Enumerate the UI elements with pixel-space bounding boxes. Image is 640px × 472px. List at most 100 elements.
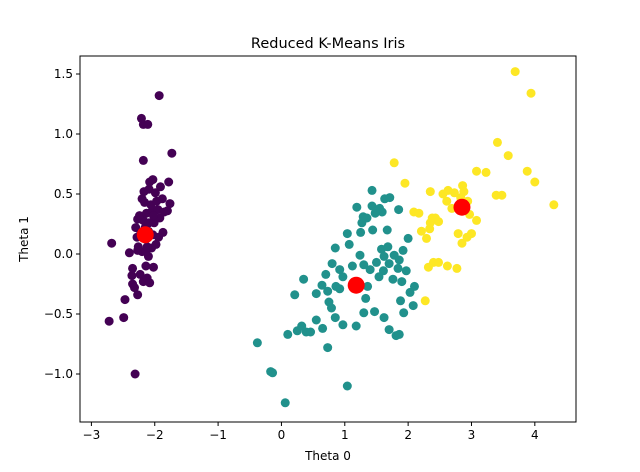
cluster-0-point [151,239,161,249]
cluster-1-point [306,327,316,337]
cluster-0-point [148,262,158,272]
cluster-1-point [335,265,345,275]
cluster-0-point [107,238,117,248]
centroid-layer [136,198,471,294]
cluster-0-point [136,113,146,123]
x-tick-label: 1 [341,428,349,442]
cluster-2-point [459,187,469,197]
cluster-0-point [138,155,148,165]
cluster-1-point [368,225,378,235]
cluster-2-point [497,190,507,200]
cluster-1-point [317,280,327,290]
cluster-1-point [311,315,321,325]
cluster-1-point [393,263,403,273]
cluster-0-point [128,263,138,273]
cluster-0-point [133,290,143,300]
cluster-0-point [119,313,129,323]
cluster-2-point [530,177,540,187]
cluster-1-point [401,266,411,276]
cluster-1-point [370,307,380,317]
cluster-1-point [352,202,362,212]
cluster-1-point [327,259,337,269]
cluster-1-point [335,284,345,294]
x-tick-label: 4 [531,428,539,442]
y-tick-label: 0.5 [54,187,73,201]
cluster-2-point [420,296,430,306]
points-layer [104,67,559,408]
cluster-1-point [394,205,404,215]
x-axis-ticks: −3 −2 −1 0 1 2 3 4 [83,422,539,442]
cluster-2-point [422,233,432,243]
cluster-0-point [137,194,147,204]
cluster-1-point [382,225,392,235]
cluster-0-point [135,269,145,279]
cluster-1-point [379,251,389,261]
plot-frame [79,55,577,423]
cluster-1-point [351,321,361,331]
cluster-1-point [409,281,419,291]
cluster-1-point [359,308,369,318]
cluster-2-point [492,137,502,147]
cluster-2-point [526,88,536,98]
cluster-2-point [522,166,532,176]
cluster-1-point [359,260,369,270]
cluster-2-point [449,188,459,198]
y-tick-label: 1.5 [54,67,73,81]
cluster-1-point [379,313,389,323]
cluster-1-point [347,261,357,271]
cluster-1-point [355,250,365,260]
cluster-2-point [416,226,426,236]
cluster-2-point [452,263,462,273]
cluster-1-point [363,281,373,291]
x-tick-label: 2 [404,428,412,442]
cluster-1-point [398,245,408,255]
cluster-1-point [397,277,407,287]
cluster-0-point [155,182,165,192]
cluster-2-point [442,261,452,271]
centroid-2 [453,198,471,216]
cluster-1-point [403,233,413,243]
cluster-2-point [503,151,513,161]
cluster-1-point [367,201,377,211]
chart-title: Reduced K-Means Iris [251,36,405,52]
cluster-1-point [344,239,354,249]
cluster-0-point [133,242,143,252]
x-tick-label: −1 [209,428,227,442]
cluster-1-point [408,301,418,311]
cluster-0-point [158,227,168,237]
cluster-1-point [371,257,381,267]
cluster-1-point [388,274,398,284]
cluster-1-point [324,297,334,307]
cluster-1-point [365,265,375,275]
cluster-1-point [318,323,328,333]
cluster-2-point [466,229,476,239]
cluster-2-point [472,215,482,225]
cluster-0-point [154,91,164,101]
cluster-1-point [342,381,352,391]
y-tick-label: 0.0 [54,247,73,261]
cluster-2-point [472,166,482,176]
y-tick-label: 1.0 [54,127,73,141]
x-axis-label: Theta 0 [304,449,351,463]
cluster-0-point [145,278,155,288]
cluster-1-point [384,259,394,269]
x-tick-label: −2 [146,428,164,442]
cluster-2-point [481,167,491,177]
centroid-1 [347,276,365,294]
cluster-0-point [120,295,130,305]
cluster-1-point [383,242,393,252]
cluster-0-point [167,148,177,158]
cluster-2-point [549,200,559,210]
cluster-1-point [338,320,348,330]
cluster-2-point [434,257,444,267]
x-tick-label: 0 [278,428,286,442]
cluster-1-point [342,229,352,239]
cluster-0-point [130,369,140,379]
cluster-1-point [323,286,333,296]
cluster-1-point [358,212,368,222]
cluster-0-point [141,261,151,271]
cluster-1-point [389,250,399,260]
cluster-1-point [252,338,262,348]
